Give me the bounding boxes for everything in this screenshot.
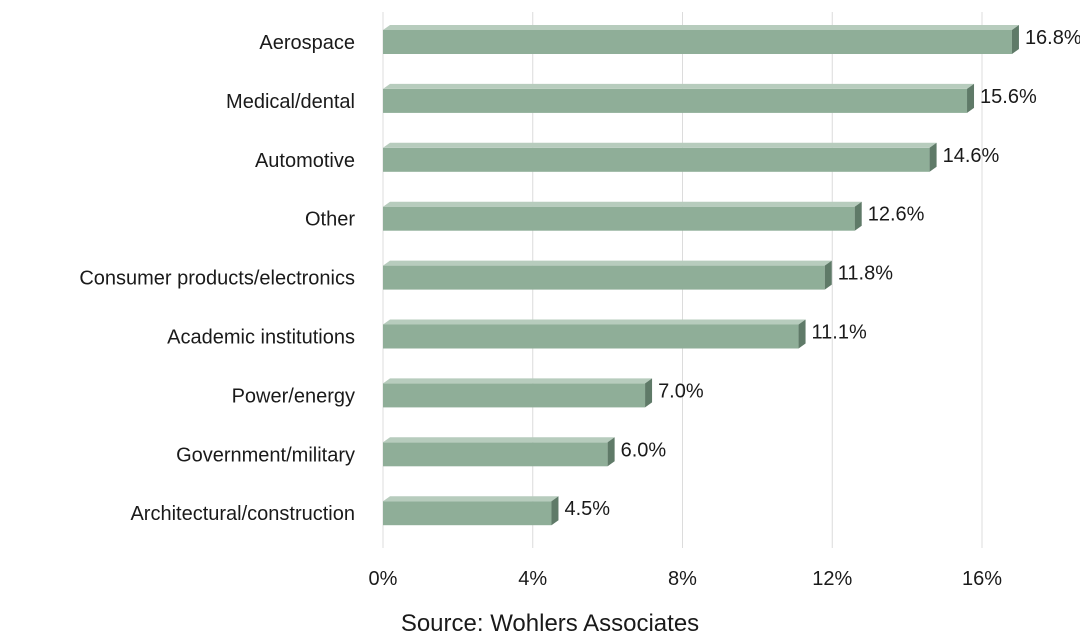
bar-end (551, 496, 559, 526)
bar (383, 142, 937, 172)
bar-face (383, 383, 646, 408)
bar-face (383, 442, 608, 467)
bar-end (798, 319, 806, 349)
x-tick-label: 8% (668, 568, 697, 590)
bar (383, 496, 559, 526)
bar (383, 437, 615, 467)
value-label: 16.8% (1025, 27, 1080, 49)
x-tick-label: 0% (369, 568, 398, 590)
bar-end (824, 260, 832, 290)
category-label: Consumer products/electronics (79, 268, 355, 290)
bar-top (383, 496, 559, 502)
bars (383, 25, 1019, 526)
bar-top (383, 25, 1019, 30)
value-label: 11.1% (812, 322, 867, 344)
value-label: 4.5% (564, 498, 610, 520)
bar-top (383, 437, 615, 443)
category-label: Automotive (255, 150, 355, 172)
bar (383, 25, 1019, 54)
bar-top (383, 201, 862, 207)
category-label: Architectural/construction (130, 503, 355, 525)
bar-end (607, 437, 615, 467)
x-tick-label: 4% (518, 568, 547, 590)
bar (383, 319, 806, 349)
bar-face (383, 265, 825, 290)
category-label: Aerospace (259, 32, 355, 54)
bar-face (383, 324, 799, 349)
bar (383, 83, 975, 113)
bar-face (383, 501, 552, 526)
value-label: 11.8% (838, 263, 893, 285)
bar-end (854, 201, 862, 231)
bar-top (383, 319, 806, 325)
bar-top (383, 83, 975, 89)
source-note: Source: Wohlers Associates (401, 610, 699, 637)
value-label: 15.6% (980, 86, 1037, 108)
x-tick-label: 12% (812, 568, 852, 590)
category-label: Other (305, 209, 355, 231)
bar-top (383, 260, 832, 266)
bar-end (967, 83, 975, 113)
bar-end (645, 378, 653, 408)
bar (383, 201, 862, 231)
category-label: Government/military (176, 444, 355, 466)
x-axis-ticks: 0% 4% 8% 12% 16% (369, 568, 1003, 590)
bar-face (383, 88, 968, 113)
bar (383, 378, 653, 408)
bar-top (383, 142, 937, 148)
value-labels: 16.8% 15.6% 14.6% 12.6% 11.8% 11.1% 7.0% 6.0% 4.… (564, 27, 1080, 520)
value-label: 7.0% (658, 380, 704, 402)
value-label: 6.0% (621, 439, 667, 461)
bar (383, 260, 832, 290)
category-label: Power/energy (232, 385, 355, 407)
value-label: 14.6% (943, 145, 1000, 167)
bar-face (383, 206, 855, 231)
value-label: 12.6% (868, 204, 925, 226)
bar-top (383, 378, 653, 384)
bar-face (383, 147, 930, 172)
category-labels: Aerospace Medical/dental Automotive Other Co… (79, 32, 355, 525)
category-label: Medical/dental (226, 91, 355, 113)
bar-end (1011, 25, 1019, 54)
bar-end (929, 142, 937, 172)
category-label: Academic institutions (167, 327, 355, 349)
x-tick-label: 16% (962, 568, 1002, 590)
bar-face (383, 30, 1012, 54)
